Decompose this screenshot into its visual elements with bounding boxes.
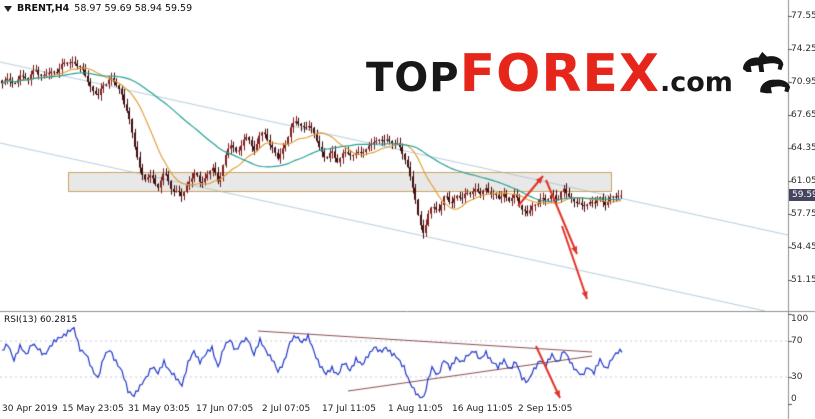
rsi-indicator-label: RSI(13) 60.2815 — [4, 315, 78, 325]
time-axis-label: 1 Aug 11:05 — [388, 404, 443, 414]
price-tick-label: 61.05 — [791, 176, 815, 186]
time-axis-label: 31 May 03:05 — [128, 404, 190, 414]
price-tick-label: 51.15 — [791, 275, 815, 285]
symbol-marker-icon — [4, 5, 12, 12]
watermark-forex-text: FOREX — [459, 44, 660, 104]
time-axis-label: 17 Jul 11:05 — [322, 404, 376, 414]
time-axis-label: 30 Apr 2019 — [2, 404, 58, 414]
time-axis-label: 17 Jun 07:05 — [196, 404, 254, 414]
price-tick-label: 77.55 — [791, 11, 815, 21]
price-tick-label: 67.65 — [791, 110, 815, 120]
price-tick-label: 74.25 — [791, 44, 815, 54]
rsi-tick-label: 100 — [791, 314, 809, 324]
rsi-tick-label: 70 — [791, 336, 803, 346]
current-price-badge: 59.59 — [789, 188, 815, 201]
time-axis-label: 15 May 23:05 — [62, 404, 124, 414]
rsi-tick-label: 0 — [791, 394, 797, 404]
time-axis-label: 16 Aug 11:05 — [452, 404, 513, 414]
quote-ohlc-label: 58.97 59.69 58.94 59.59 — [74, 3, 193, 14]
price-tick-label: 54.45 — [791, 242, 815, 252]
price-tick-label: 70.95 — [791, 77, 815, 87]
watermark-logo: TOP FOREX .com — [366, 48, 797, 102]
price-tick-label: 64.35 — [791, 143, 815, 153]
time-axis-label: 2 Jul 07:05 — [262, 404, 311, 414]
watermark-com-text: .com — [660, 67, 733, 98]
rsi-tick-label: 30 — [791, 372, 803, 382]
bull-bear-icon — [739, 48, 797, 102]
watermark-top-text: TOP — [366, 55, 460, 101]
symbol-label: BRENT,H4 — [17, 3, 70, 14]
price-tick-label: 57.75 — [791, 209, 815, 219]
symbol-bar: BRENT,H4 58.97 59.69 58.94 59.59 — [4, 3, 192, 14]
time-axis-label: 2 Sep 15:05 — [518, 404, 573, 414]
